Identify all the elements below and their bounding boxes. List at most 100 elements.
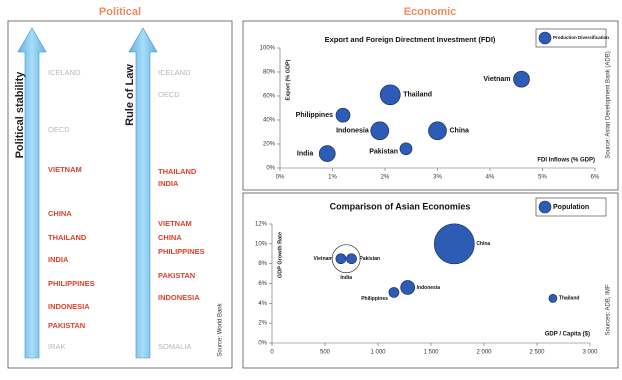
point-label: Vietnam xyxy=(314,256,334,262)
country: SOMALIA xyxy=(158,342,191,351)
country: OECD xyxy=(158,90,180,99)
x-tick-label: 2 500 xyxy=(529,350,545,356)
country: ICELAND xyxy=(158,68,191,77)
country: CHINA xyxy=(48,209,72,218)
point-label: Thailand xyxy=(559,296,580,302)
x-axis-title: FDI Inflows (% GDP) xyxy=(537,158,595,164)
point-label: Pakistan xyxy=(360,256,381,262)
point-label: Philippines xyxy=(361,296,388,302)
legend-marker xyxy=(538,31,552,45)
country: VIETNAM xyxy=(48,165,82,174)
y-tick-label: 6% xyxy=(258,281,267,287)
y-tick-label: 2% xyxy=(258,321,267,327)
country: CHINA xyxy=(158,233,182,242)
x-tick-label: 1 000 xyxy=(370,350,386,356)
legend-marker xyxy=(538,200,552,214)
bubble xyxy=(335,107,351,123)
x-tick-label: 0% xyxy=(276,175,285,181)
y-tick-label: 60% xyxy=(263,94,276,100)
country: THAILAND xyxy=(158,167,197,176)
point-label: China xyxy=(476,241,490,247)
y-tick-label: 12% xyxy=(255,222,268,228)
point-label: India xyxy=(297,150,313,157)
bubble xyxy=(433,223,475,265)
point-label: Vietnam xyxy=(483,76,510,83)
country: OECD xyxy=(48,125,70,134)
bubble xyxy=(400,280,416,295)
country: VIETNAM xyxy=(158,219,192,228)
point-label: Pakistan xyxy=(369,149,398,156)
panel xyxy=(242,20,619,191)
scale-label: Political stability xyxy=(14,71,26,159)
bubble xyxy=(370,121,390,141)
y-tick-label: 0% xyxy=(266,166,275,172)
x-tick-label: 1 500 xyxy=(423,350,439,356)
point-label: Indonesia xyxy=(336,128,369,135)
bubble xyxy=(388,287,400,298)
x-tick-label: 2 000 xyxy=(476,350,492,356)
panel xyxy=(242,192,619,369)
country: IRAK xyxy=(48,342,66,351)
legend-label: Production Diversification xyxy=(553,35,609,40)
y-tick-label: 10% xyxy=(255,241,268,247)
panel xyxy=(7,20,233,369)
source: Source: Asian Development Bank (ADB) xyxy=(606,51,612,158)
x-tick-label: 500 xyxy=(320,350,331,356)
y-axis-title: GDP Growth Rate xyxy=(277,232,283,278)
bubble xyxy=(318,145,336,162)
country: PHILIPPINES xyxy=(48,279,95,288)
chart-title: Comparison of Asian Economies xyxy=(330,201,471,211)
arrow xyxy=(17,27,47,359)
legend-label: Population xyxy=(553,204,589,211)
x-tick-label: 2% xyxy=(381,175,390,181)
legend-box xyxy=(535,28,607,48)
bubble xyxy=(335,253,347,265)
bubble xyxy=(513,70,530,88)
source: Sources: ADB, IMF xyxy=(606,284,612,335)
header: Political xyxy=(99,6,141,18)
y-tick-label: 40% xyxy=(263,118,276,124)
y-tick-label: 4% xyxy=(258,301,267,307)
country: INDIA xyxy=(48,255,69,264)
chart-title: Export and Foreign Directment Investment… xyxy=(325,35,496,44)
country: ICELAND xyxy=(48,68,81,77)
legend-box xyxy=(535,197,607,217)
country: INDONESIA xyxy=(48,302,90,311)
bubble xyxy=(346,253,357,265)
y-tick-label: 80% xyxy=(263,70,276,76)
y-tick-label: 20% xyxy=(263,142,276,148)
point-label: Philippines xyxy=(296,112,333,119)
y-axis-title: Export (% GDP) xyxy=(285,59,291,100)
bubble xyxy=(379,84,401,106)
header: Economic xyxy=(404,6,457,18)
x-tick-label: 6% xyxy=(591,175,600,181)
x-tick-label: 5% xyxy=(538,175,547,181)
x-tick-label: 0 xyxy=(270,350,274,356)
x-tick-label: 4% xyxy=(486,175,495,181)
point-label: China xyxy=(450,128,470,135)
bubble xyxy=(399,142,413,156)
point-label: India xyxy=(340,275,352,281)
x-tick-label: 3 000 xyxy=(582,350,598,356)
country: PHILIPPINES xyxy=(158,247,205,256)
bubble xyxy=(548,294,558,303)
source: Source: World Bank xyxy=(218,302,224,356)
bubble xyxy=(428,121,447,141)
x-tick-label: 3% xyxy=(433,175,442,181)
country: THAILAND xyxy=(48,233,87,242)
y-tick-label: 8% xyxy=(258,261,267,267)
x-axis-title: GDP / Capita ($) xyxy=(545,332,590,338)
x-tick-label: 1% xyxy=(328,175,337,181)
country: INDIA xyxy=(158,179,179,188)
bubble xyxy=(331,244,361,274)
country: PAKISTAN xyxy=(48,321,85,330)
country: INDONESIA xyxy=(158,293,200,302)
point-label: Thailand xyxy=(403,92,432,99)
scale-label: Rule of Law xyxy=(124,64,136,126)
point-label: Indonesia xyxy=(417,285,441,291)
y-tick-label: 100% xyxy=(260,46,276,52)
country: PAKISTAN xyxy=(158,271,195,280)
y-tick-label: 0% xyxy=(258,341,267,347)
arrow xyxy=(128,27,158,359)
